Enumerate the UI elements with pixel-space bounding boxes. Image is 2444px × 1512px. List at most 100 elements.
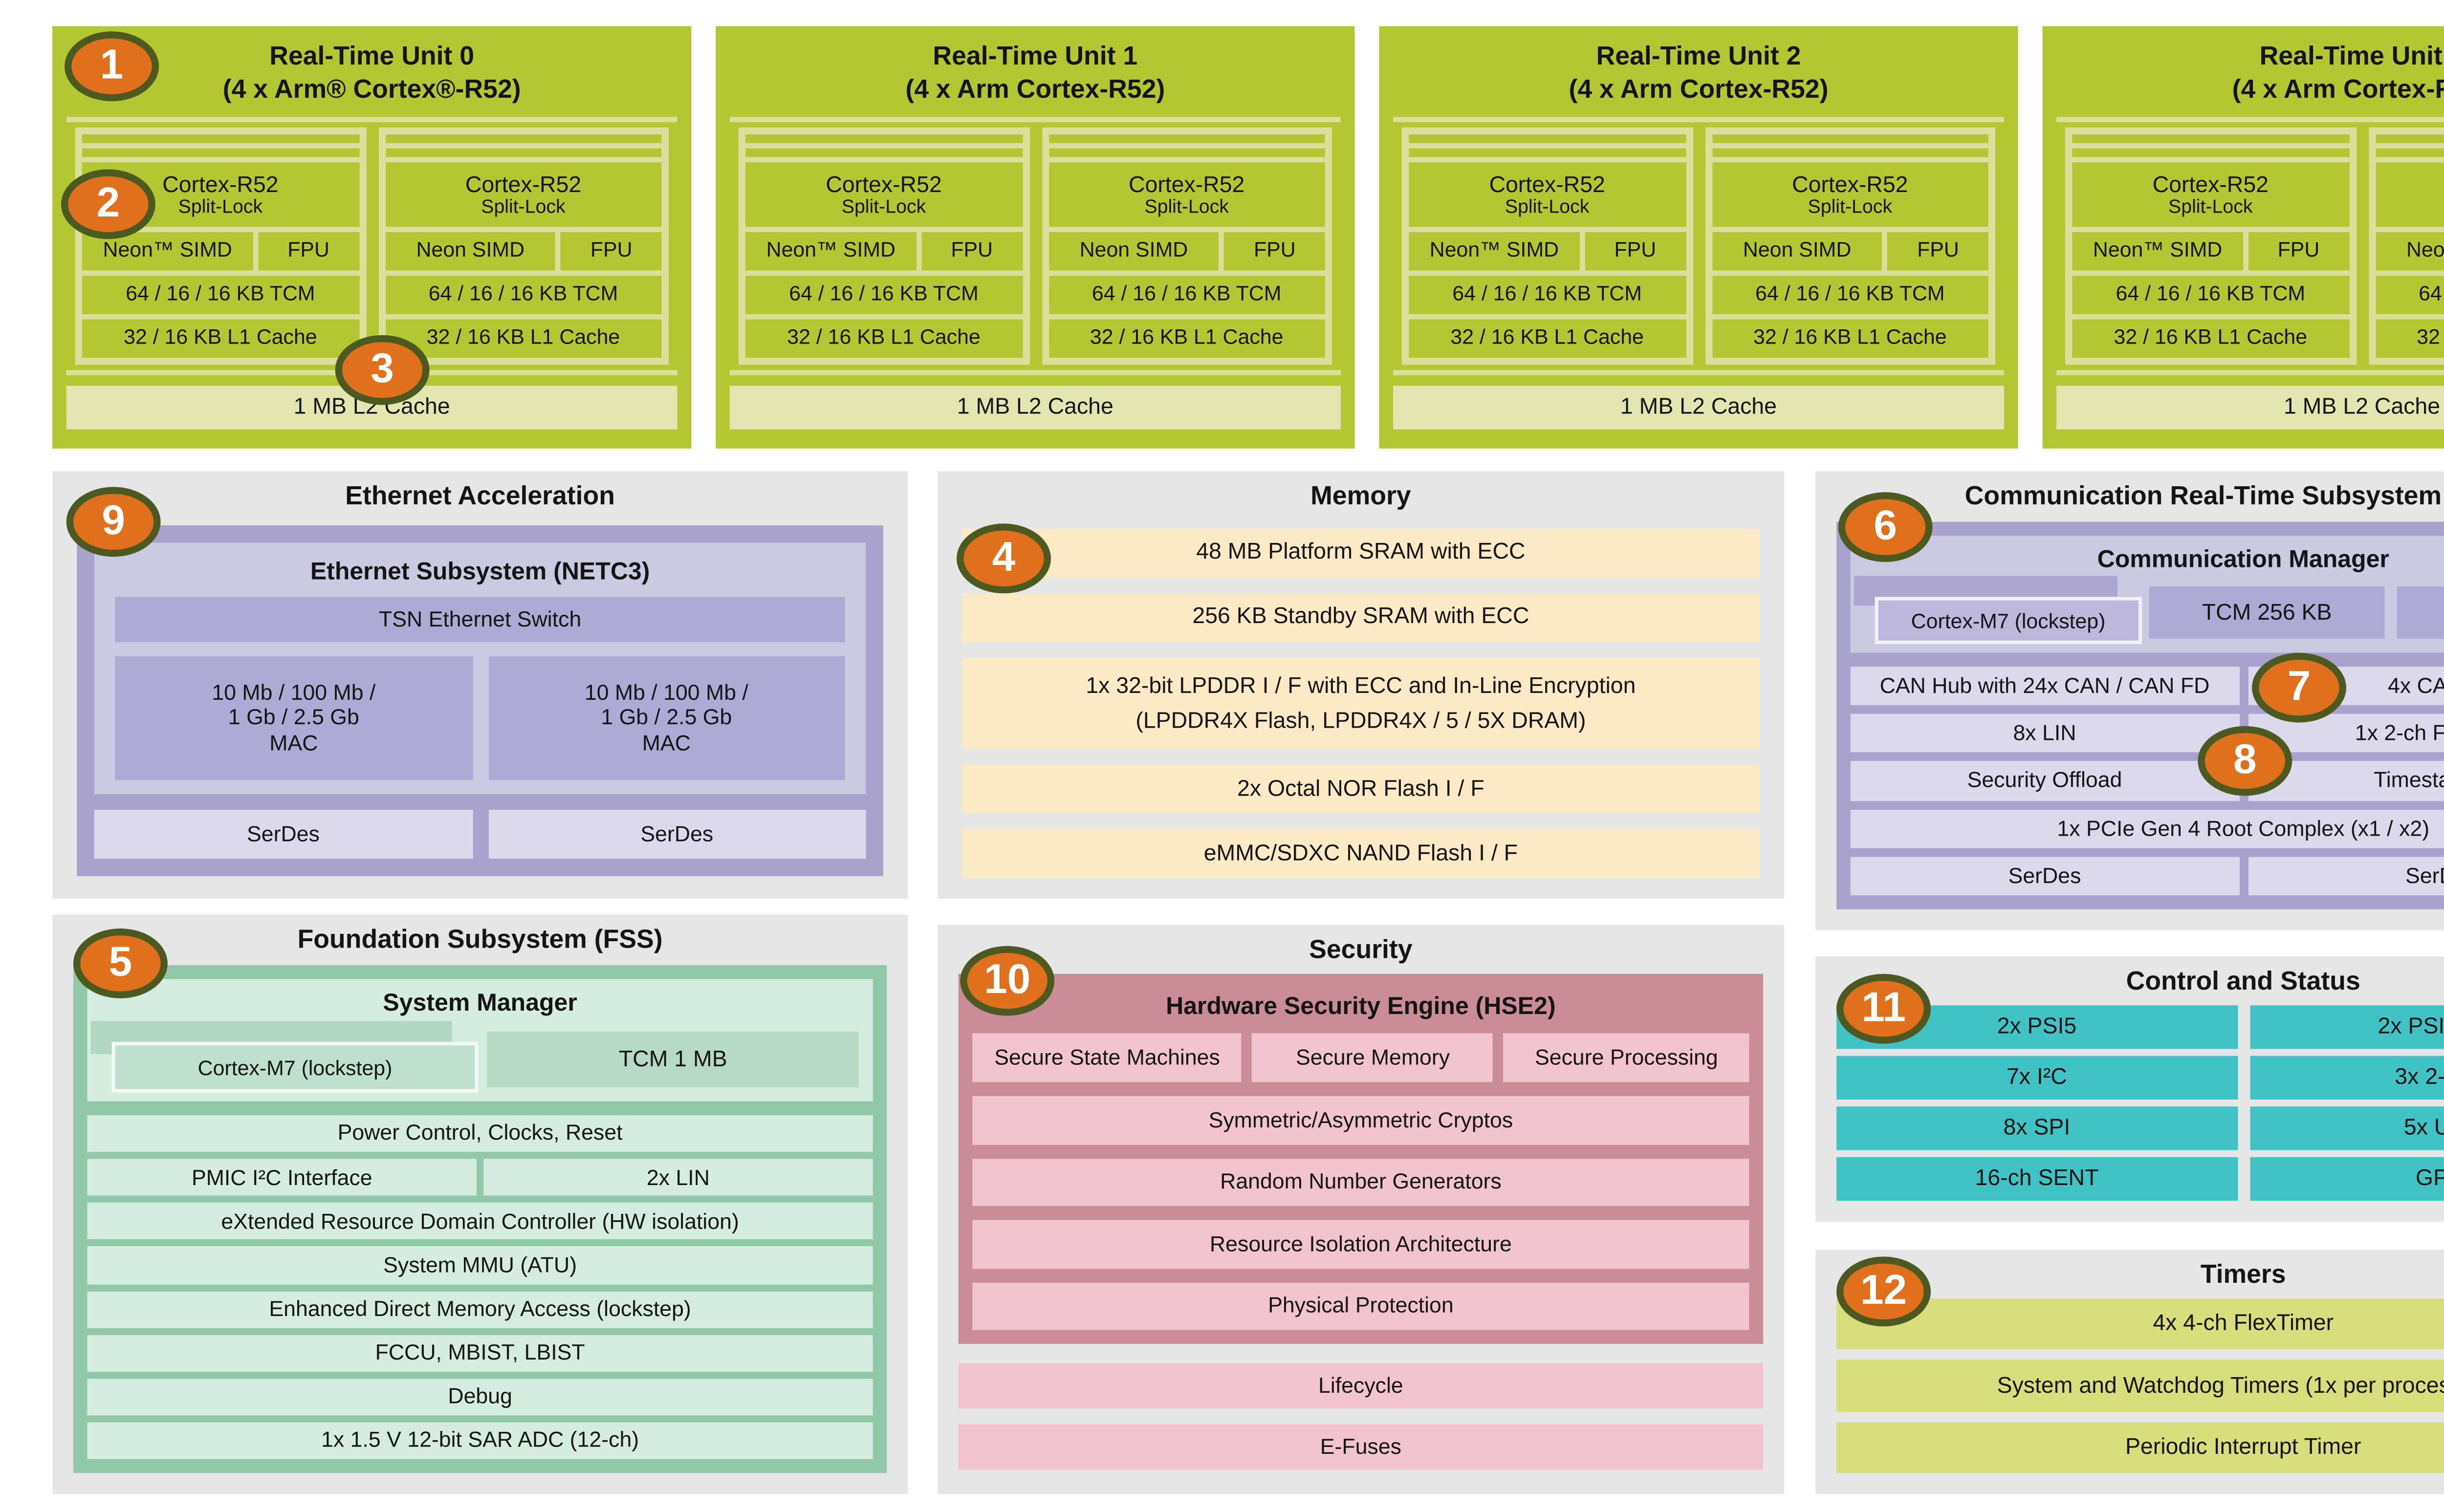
csr-sram-box: 3 MB SRAM — [2397, 586, 2444, 639]
tcm-cell: 64 / 16 / 16 KB TCM — [745, 276, 1023, 314]
resource-isolation-box: Resource Isolation Architecture — [972, 1220, 1749, 1268]
core-stack-layer — [2375, 148, 2444, 157]
fpu-cell: FPU — [1888, 232, 1988, 271]
callout-badge-1: 1 — [65, 31, 159, 102]
core-card: Cortex-R52 Split-Lock Neon SIMD FPU 64 /… — [1048, 162, 1325, 358]
communication-manager-title: Communication Manager — [2097, 544, 2389, 573]
simd-cell: Neon SIMD — [385, 232, 556, 271]
core-sub: Split-Lock — [1808, 197, 1893, 218]
csr-rows: CAN Hub with 24x CAN / CAN FD 4x CAN XL … — [1850, 667, 2444, 896]
rtu1-core0: Cortex-R52 Split-Lock Neon™ SIMD FPU 64 … — [738, 127, 1029, 365]
sar-adc-box: 1x 1.5 V 12-bit SAR ADC (12-ch) — [87, 1422, 873, 1459]
core-stack-layer — [1048, 148, 1325, 157]
eth-mac-right: 10 Mb / 100 Mb / 1 Gb / 2.5 Gb MAC — [488, 656, 845, 780]
pmic-i2c-box: PMIC I²C Interface — [87, 1159, 477, 1196]
core-simd-fpu-row: Neon SIMD FPU — [1048, 232, 1325, 271]
secure-memory-box: Secure Memory — [1252, 1033, 1493, 1082]
l2-cache-bar: 1 MB L2 Cache — [729, 386, 1341, 430]
psi5-serial-box: 2x PSI5 Serial — [2249, 1005, 2444, 1049]
simd-cell: Neon SIMD — [1048, 232, 1220, 271]
ethernet-subsystem-title: Ethernet Subsystem (NETC3) — [310, 557, 650, 585]
core-stack-layer — [1409, 148, 1686, 157]
memory-row: 2x Octal NOR Flash I / F — [961, 765, 1760, 814]
csr-cortex-m7: Cortex-M7 (lockstep) — [1854, 576, 2142, 644]
l1-cache-cell: 32 / 16 KB L1 Cache — [82, 319, 359, 358]
xrdc-box: eXtended Resource Domain Controller (HW … — [87, 1203, 873, 1240]
i2c-box: 7x I²C — [1836, 1056, 2237, 1100]
csr-container: Communication Manager Cortex-M7 (lockste… — [1836, 521, 2444, 909]
core-simd-fpu-row: Neon™ SIMD FPU — [2072, 232, 2349, 271]
flextimer-box: 4x 4-ch FlexTimer — [1836, 1298, 2444, 1350]
serdes-box: SerDes — [2248, 856, 2444, 896]
core-simd-fpu-row: Neon™ SIMD FPU — [1409, 232, 1686, 271]
timers-rows: 4x 4-ch FlexTimer System and Watchdog Ti… — [1836, 1298, 2444, 1473]
core-stack-layer — [2375, 134, 2444, 143]
fss-row-pmic-lin: PMIC I²C Interface 2x LIN — [87, 1159, 873, 1196]
core-name: Cortex-R52 — [1128, 171, 1245, 197]
rtu1-title-line1: Real-Time Unit 1 — [933, 42, 1138, 72]
simd-cell: Neon SIMD — [1711, 232, 1883, 271]
core-stack-layer — [745, 134, 1023, 143]
rng-box: Random Number Generators — [972, 1158, 1749, 1206]
rtu2-title-line2: (4 x Arm Cortex-R52) — [1569, 75, 1829, 105]
fss-container: System Manager Cortex-M7 (lockstep) TCM … — [73, 965, 887, 1473]
fss-panel: Foundation Subsystem (FSS) System Manage… — [52, 914, 908, 1494]
rtu3-title-line1: Real-Time Unit 3 — [2259, 42, 2444, 72]
rtu2-core0: Cortex-R52 Split-Lock Neon™ SIMD FPU 64 … — [1401, 127, 1693, 365]
memory-row: 48 MB Platform SRAM with ECC — [961, 529, 1760, 578]
core-name: Cortex-R52 — [1792, 171, 1908, 197]
callout-badge-2: 2 — [61, 169, 155, 239]
core-card: Cortex-R52 Split-Lock Neon SIMD FPU 64 /… — [2375, 162, 2444, 358]
core-card: Cortex-R52 Split-Lock Neon SIMD FPU 64 /… — [385, 162, 662, 358]
core-stack-layer — [2072, 134, 2349, 143]
eth-mac-left: 10 Mb / 100 Mb / 1 Gb / 2.5 Gb MAC — [115, 656, 473, 780]
fss-panel-title: Foundation Subsystem (FSS) — [297, 925, 663, 955]
periodic-interrupt-timer-box: Periodic Interrupt Timer — [1836, 1422, 2444, 1473]
fpu-cell: FPU — [258, 232, 359, 271]
core-simd-fpu-row: Neon SIMD FPU — [385, 232, 662, 271]
memory-rows: 48 MB Platform SRAM with ECC 256 KB Stan… — [961, 529, 1760, 878]
memory-row: 256 KB Standby SRAM with ECC — [961, 593, 1760, 642]
ethernet-subsystem: Ethernet Subsystem (NETC3) TSN Ethernet … — [94, 542, 866, 794]
rtu3-cores: Cortex-R52 Split-Lock Neon™ SIMD FPU 64 … — [2056, 117, 2444, 375]
core-head: Cortex-R52 Split-Lock — [2375, 162, 2444, 227]
cortex-m7-box: Cortex-M7 (lockstep) — [1875, 597, 2142, 644]
system-mmu-box: System MMU (ATU) — [87, 1247, 873, 1284]
rtu0-core0: Cortex-R52 Split-Lock Neon™ SIMD FPU 64 … — [75, 127, 366, 365]
rtu3-title-line2: (4 x Arm Cortex-R52) — [2232, 75, 2444, 105]
l2-cache-bar: 1 MB L2 Cache — [1393, 386, 2004, 430]
fccu-box: FCCU, MBIST, LBIST — [87, 1334, 873, 1372]
lifecycle-box: Lifecycle — [958, 1363, 1764, 1409]
serdes-box: SerDes — [1850, 856, 2239, 896]
core-head: Cortex-R52 Split-Lock — [1409, 162, 1686, 227]
fpu-cell: FPU — [2248, 232, 2349, 271]
core-simd-fpu-row: Neon SIMD FPU — [1711, 232, 1988, 271]
callout-badge-5: 5 — [73, 928, 168, 998]
rtu0-title-line1: Real-Time Unit 0 — [269, 42, 475, 72]
fss-tcm-box: TCM 1 MB — [487, 1031, 859, 1087]
eth-serdes-row: SerDes SerDes — [94, 810, 866, 859]
core-sub: Split-Lock — [481, 197, 566, 218]
secure-processing-box: Secure Processing — [1504, 1033, 1749, 1082]
lpddr-line2: (LPDDR4X Flash, LPDDR4X / 5 / 5X DRAM) — [1135, 706, 1586, 733]
rtu2-cores: Cortex-R52 Split-Lock Neon™ SIMD FPU 64 … — [1393, 117, 2004, 375]
callout-badge-4: 4 — [957, 523, 1051, 594]
core-name: Cortex-R52 — [826, 171, 942, 197]
simd-cell: Neon™ SIMD — [745, 232, 916, 271]
secure-state-machines-box: Secure State Machines — [972, 1033, 1242, 1082]
l1-cache-cell: 32 / 16 KB L1 Cache — [1409, 319, 1686, 358]
watchdog-timers-box: System and Watchdog Timers (1x per proce… — [1836, 1360, 2444, 1412]
i2s-box: 3x 2-ch I²S — [2249, 1056, 2444, 1100]
l1-cache-cell: 32 / 16 KB L1 Cache — [2072, 319, 2349, 358]
uart-box: 5x UART — [2249, 1106, 2444, 1150]
communication-manager: Communication Manager Cortex-M7 (lockste… — [1850, 536, 2444, 653]
debug-box: Debug — [87, 1378, 873, 1415]
tcm-cell: 64 / 16 / 16 KB TCM — [1409, 276, 1686, 314]
tsn-ethernet-switch: TSN Ethernet Switch — [115, 597, 845, 643]
core-name: Cortex-R52 — [162, 171, 279, 197]
callout-badge-10: 10 — [960, 946, 1055, 1016]
hse-top-row: Secure State Machines Secure Memory Secu… — [972, 1033, 1749, 1082]
core-stack-layer — [745, 148, 1023, 157]
core-stack-layer — [1711, 134, 1988, 143]
core-sub: Split-Lock — [1505, 197, 1590, 218]
